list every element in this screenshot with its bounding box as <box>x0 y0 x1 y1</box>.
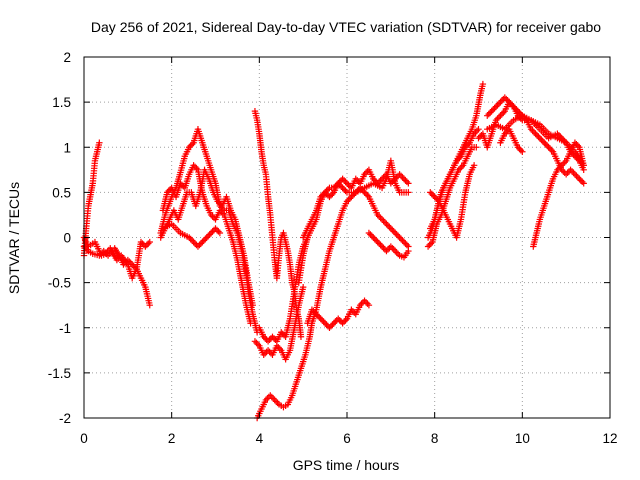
chart-title: Day 256 of 2021, Sidereal Day-to-day VTE… <box>91 19 601 35</box>
y-tick-label: 0 <box>63 231 71 246</box>
series-arc-3 <box>80 234 153 282</box>
series-arc-10 <box>251 107 305 340</box>
series-arc-13 <box>299 157 412 241</box>
series-arc-6 <box>157 166 256 309</box>
data-point-markers <box>530 139 587 250</box>
data-point-markers <box>497 126 526 155</box>
axis-ticks <box>83 56 611 419</box>
x-tick-label: 8 <box>431 431 439 446</box>
data-point-markers <box>251 107 305 340</box>
data-points <box>80 80 587 422</box>
data-point-markers <box>157 126 261 336</box>
series-arc-15 <box>365 229 412 261</box>
y-tick-label: 1.5 <box>52 95 71 110</box>
data-point-markers <box>80 234 153 282</box>
data-point-markers <box>484 112 587 174</box>
data-point-markers <box>253 184 412 422</box>
series-arc-11 <box>253 184 412 422</box>
axis-tick-labels: 0 2 4 6 8 10 12 -2 -1.5 -1 -0.5 0 0.5 1 1.5 2 <box>48 50 618 446</box>
series-arc-14 <box>304 297 373 331</box>
data-point-markers <box>365 229 412 261</box>
x-tick-label: 6 <box>343 431 351 446</box>
series-arc-23 <box>497 126 526 155</box>
y-tick-label: -0.5 <box>48 276 71 291</box>
data-point-markers <box>157 166 256 309</box>
data-point-markers <box>427 126 482 232</box>
series-arc-7 <box>159 220 224 250</box>
series-arc-22 <box>484 112 587 174</box>
y-tick-label: -1 <box>59 321 71 336</box>
x-tick-label: 12 <box>602 431 617 446</box>
series-arc-17 <box>427 126 482 232</box>
series-arc-24 <box>530 139 587 250</box>
data-point-markers <box>304 297 373 331</box>
x-tick-label: 2 <box>168 431 176 446</box>
data-point-markers <box>427 162 478 241</box>
y-tick-label: -2 <box>59 411 71 426</box>
series-arc-12 <box>295 166 412 286</box>
y-tick-label: 2 <box>63 50 71 65</box>
data-point-markers <box>159 162 254 327</box>
data-point-markers <box>159 220 224 250</box>
x-tick-label: 4 <box>256 431 264 446</box>
y-tick-label: 1 <box>63 140 71 155</box>
data-point-markers <box>295 166 412 286</box>
x-axis-title: GPS time / hours <box>293 457 400 473</box>
data-point-markers <box>299 157 412 241</box>
x-tick-label: 0 <box>80 431 88 446</box>
y-tick-label: -1.5 <box>48 366 71 381</box>
series-arc-5 <box>159 162 254 327</box>
y-tick-label: 0.5 <box>52 185 71 200</box>
series-arc-4 <box>157 126 261 336</box>
series-arc-19 <box>427 162 478 241</box>
x-tick-label: 10 <box>515 431 530 446</box>
y-axis-title: SDTVAR / TECUs <box>6 182 22 294</box>
